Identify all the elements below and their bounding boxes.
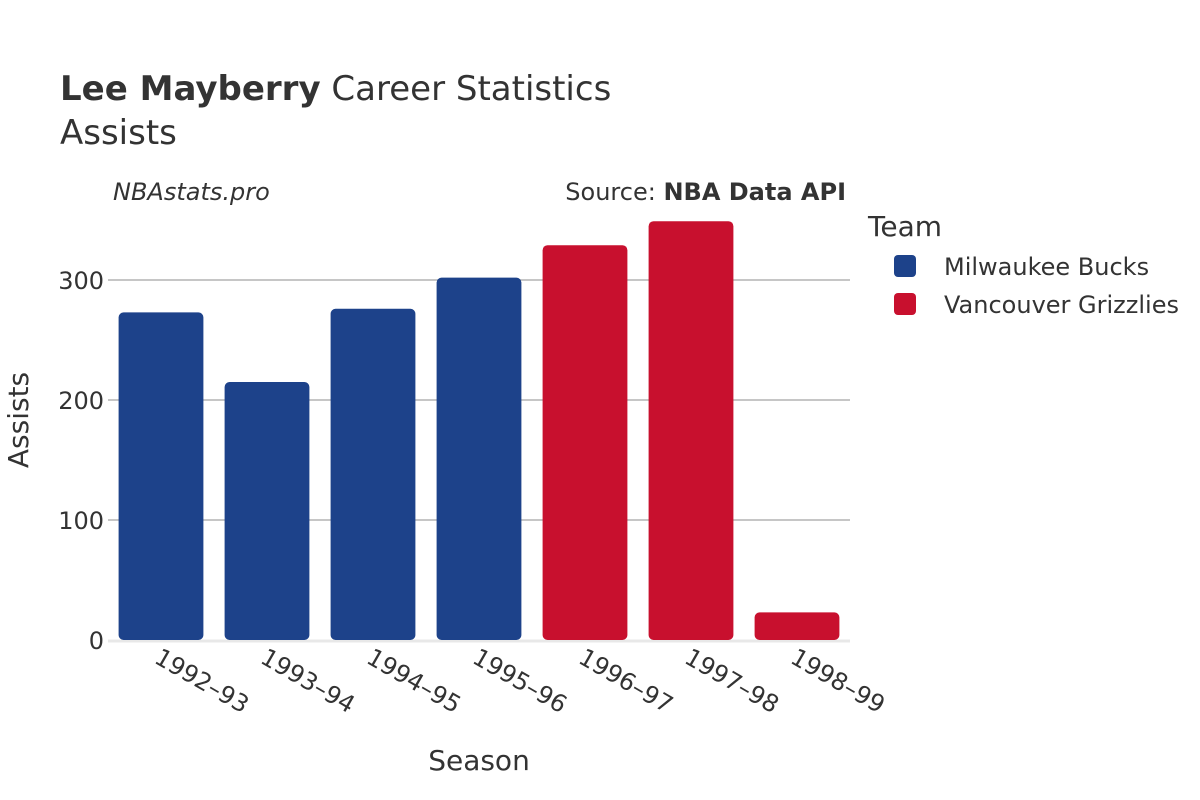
source-label: Source: NBA Data API	[565, 178, 846, 206]
legend-item[interactable]: Vancouver Grizzlies	[894, 291, 1179, 319]
y-tick-label: 0	[89, 627, 104, 655]
bars	[118, 221, 840, 640]
bar-1992–93[interactable]	[118, 312, 204, 640]
legend-title: Team	[867, 210, 942, 243]
x-tick-label: 1997–98	[680, 643, 784, 719]
y-tick-labels: 0 100 200 300	[58, 267, 104, 655]
title-rest: Career Statistics	[321, 69, 612, 109]
title-player: Lee Mayberry	[60, 69, 321, 109]
bar-1994–95[interactable]	[330, 308, 416, 640]
y-tick-label: 200	[58, 387, 104, 415]
legend: Milwaukee Bucks Vancouver Grizzlies	[894, 253, 1179, 319]
source-prefix: Source:	[565, 178, 663, 206]
x-tick-labels: 1992–93 1993–94 1994–95 1995–96 1996–97 1997–…	[150, 643, 890, 719]
legend-label: Milwaukee Bucks	[944, 253, 1149, 281]
x-tick-label: 1995–96	[468, 643, 572, 719]
y-axis-title: Assists	[2, 372, 35, 468]
x-axis-title: Season	[428, 744, 530, 777]
source-name: NBA Data API	[663, 178, 846, 206]
bar-1997–98[interactable]	[648, 221, 734, 640]
y-tick-label: 100	[58, 507, 104, 535]
legend-item[interactable]: Milwaukee Bucks	[894, 253, 1149, 281]
x-tick-label: 1998–99	[786, 643, 890, 719]
watermark: NBAstats.pro	[113, 178, 270, 206]
bar-1995–96[interactable]	[436, 277, 522, 640]
bar-1998–99[interactable]	[754, 612, 840, 640]
x-tick-label: 1996–97	[574, 643, 678, 719]
y-tick-label: 300	[58, 267, 104, 295]
bar-1993–94[interactable]	[224, 382, 310, 640]
legend-swatch	[894, 255, 916, 277]
bar-1996–97[interactable]	[542, 245, 628, 640]
legend-swatch	[894, 293, 916, 315]
x-tick-label: 1993–94	[256, 643, 360, 719]
chart-subtitle: Assists	[60, 113, 177, 153]
x-tick-label: 1992–93	[150, 643, 254, 719]
x-tick-label: 1994–95	[362, 643, 466, 719]
chart-title: Lee Mayberry Career Statistics	[60, 69, 611, 109]
legend-label: Vancouver Grizzlies	[944, 291, 1179, 319]
